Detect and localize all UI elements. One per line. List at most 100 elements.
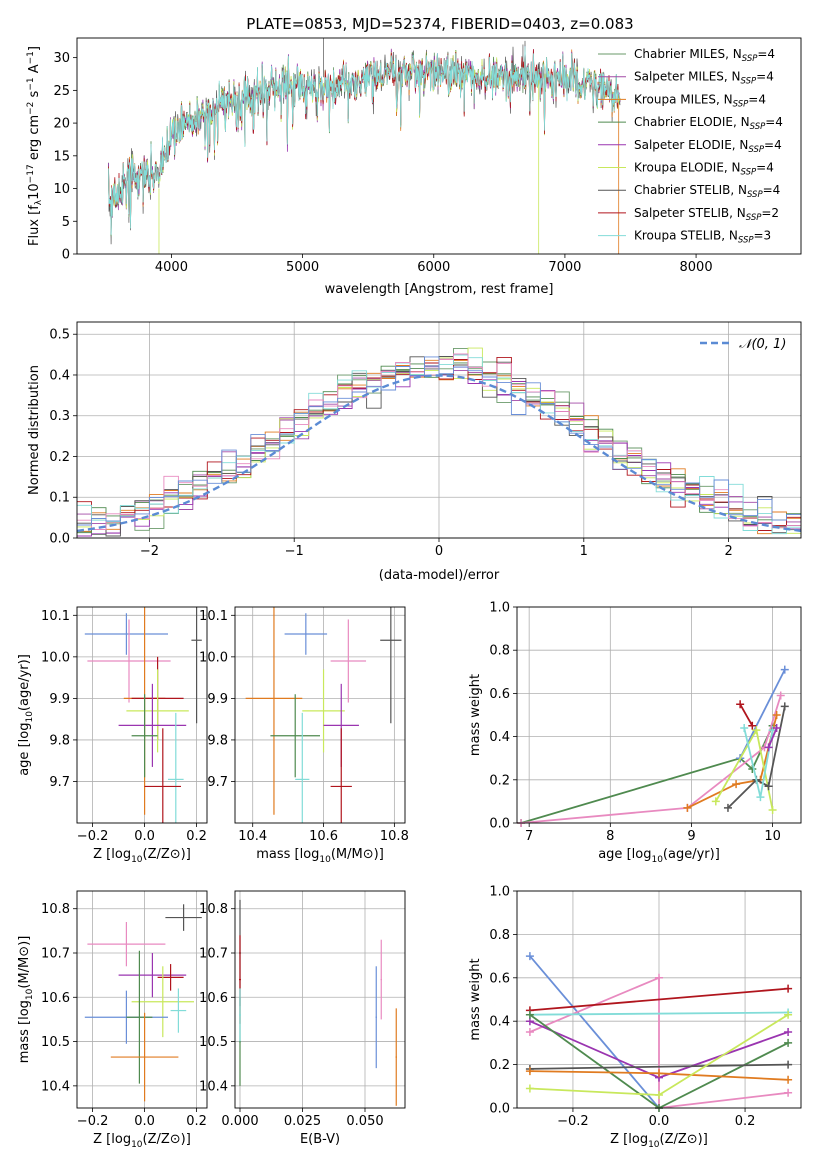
y-tick-label: 10.8 — [199, 902, 228, 917]
y-axis-label: Flux [fλ10−17 erg cm−2 s−1 A−1] — [26, 46, 44, 246]
x-tick-label: 10.4 — [238, 829, 267, 844]
axes-frame — [234, 890, 406, 1109]
x-tick-label: 8000 — [680, 260, 713, 275]
y-tick-label: 10.5 — [41, 1035, 70, 1050]
y-tick-label: 0.2 — [49, 450, 70, 465]
x-axis-label: Z [log10(Z/Z⊙)] — [610, 1132, 708, 1150]
y-tick-label: 0.8 — [489, 644, 510, 659]
x-tick-label: 0.025 — [284, 1114, 321, 1129]
weight-line-3 — [739, 669, 786, 759]
panel-mass-vs-EBV: 0.000 0.025 0.050 10.4 10.5 10.6 10.7 10.8 E(B-V… — [199, 890, 406, 1147]
weight-marker — [764, 782, 773, 791]
x-tick-label: 8 — [606, 829, 614, 844]
y-tick-label: 25 — [53, 84, 70, 99]
y-tick-label: 10.0 — [41, 650, 70, 665]
y-tick-label: 9.9 — [49, 692, 70, 707]
weight-line-1 — [520, 725, 774, 823]
y-tick-label: 0.0 — [49, 532, 70, 547]
axes-frame — [76, 37, 802, 255]
y-tick-label: 0.0 — [489, 1102, 510, 1117]
x-tick-label: −0.2 — [77, 829, 109, 844]
y-tick-label: 10.4 — [199, 1079, 228, 1094]
x-tick-label: −2 — [140, 544, 159, 559]
weight-marker — [784, 1028, 793, 1037]
legend-entry: Salpeter STELIB, NSSP=2 — [634, 206, 779, 223]
x-tick-label: 7 — [525, 829, 533, 844]
x-axis-label: Z [log10(Z/Z⊙)] — [93, 847, 191, 865]
y-tick-label: 1.0 — [489, 885, 510, 900]
weight-marker — [525, 1084, 534, 1093]
weight-marker — [711, 797, 720, 806]
weight-marker — [655, 973, 663, 982]
x-tick-label: 6000 — [417, 260, 450, 275]
weight-marker — [732, 780, 741, 789]
axes-frame — [76, 890, 208, 1109]
weight-line-7 — [727, 706, 786, 809]
y-axis-label: Normed distribution — [27, 365, 42, 495]
x-axis-label: E(B-V) — [300, 1132, 340, 1147]
legend-entry: Chabrier MILES, NSSP=4 — [634, 47, 775, 64]
x-axis-label: (data-model)/error — [379, 568, 500, 583]
y-axis-label: mass [log10(M/M⊙)] — [17, 936, 35, 1064]
panel-massweight-vs-Z: −0.2 0.0 0.2 0.0 0.2 0.4 0.6 0.8 1.0 Z [log10(Z/Z… — [468, 885, 802, 1150]
panel-spectrum: 4000 5000 6000 7000 8000 0 5 10 15 20 25 30 Chabrier… — [26, 37, 802, 297]
x-tick-label: 10.8 — [380, 829, 409, 844]
weight-marker — [736, 700, 745, 709]
y-tick-label: 9.8 — [49, 733, 70, 748]
weight-line-4 — [739, 703, 754, 727]
weight-marker — [740, 723, 749, 732]
weight-marker — [752, 726, 761, 735]
x-tick-label: 10 — [764, 829, 781, 844]
panel-age-vs-mass: 10.4 10.6 10.8 9.7 9.8 9.9 10.0 10.1 mass [log10… — [199, 606, 409, 865]
x-axis-label: age [log10(age/yr)] — [598, 847, 720, 865]
y-tick-label: 9.8 — [207, 733, 228, 748]
x-axis-label: Z [log10(Z/Z⊙)] — [93, 1132, 191, 1150]
weight-marker — [748, 721, 757, 730]
y-tick-label: 10.0 — [199, 650, 228, 665]
weight-marker — [764, 743, 773, 752]
y-tick-label: 0.5 — [49, 328, 70, 343]
legend-entry: Salpeter ELODIE, NSSP=4 — [634, 138, 782, 155]
y-tick-label: 0.2 — [489, 773, 510, 788]
y-tick-label: 5 — [62, 215, 70, 230]
y-tick-label: 9.7 — [49, 775, 70, 790]
y-tick-label: 30 — [53, 51, 70, 66]
y-axis-label: age [log10(age/yr)] — [17, 654, 35, 776]
weight-marker — [784, 1075, 793, 1084]
weight-marker — [525, 1028, 534, 1037]
axes-frame — [516, 890, 802, 1109]
axes-frame — [516, 606, 802, 824]
weight-line-2 — [521, 695, 782, 823]
weight-marker — [756, 793, 765, 802]
axes-frame — [234, 606, 406, 824]
weight-marker — [784, 1010, 793, 1019]
weight-marker — [776, 691, 785, 700]
legend-entry: Chabrier ELODIE, NSSP=4 — [634, 115, 783, 132]
x-tick-label: −0.2 — [557, 1114, 589, 1129]
x-tick-label: 0.0 — [134, 829, 155, 844]
y-tick-label: 0.8 — [489, 928, 510, 943]
y-tick-label: 10.6 — [41, 991, 70, 1006]
legend-entry: Salpeter MILES, NSSP=4 — [634, 70, 774, 87]
weight-line-7 — [529, 1063, 789, 1070]
x-tick-label: 0.2 — [186, 829, 207, 844]
y-tick-label: 10.8 — [41, 902, 70, 917]
weight-marker — [784, 1088, 793, 1097]
weight-line-3 — [529, 987, 789, 1012]
x-tick-label: 1 — [580, 544, 588, 559]
y-tick-label: 0.6 — [489, 687, 510, 702]
panel-residuals: −2 −1 0 1 2 0.0 0.1 0.2 0.3 0.4 0.5 𝒩(0, 1) (data-mo… — [27, 321, 802, 583]
x-tick-label: −0.2 — [77, 1114, 109, 1129]
x-tick-label: 9 — [687, 829, 695, 844]
x-tick-label: 0.0 — [134, 1114, 155, 1129]
weight-marker — [655, 1069, 663, 1078]
y-tick-label: 0.6 — [489, 971, 510, 986]
axes-frame — [76, 606, 208, 824]
x-tick-label: −1 — [285, 544, 304, 559]
weight-marker — [780, 665, 789, 674]
y-tick-label: 0.2 — [489, 1058, 510, 1073]
y-tick-label: 1.0 — [489, 601, 510, 616]
y-tick-label: 15 — [53, 149, 70, 164]
y-tick-label: 0.0 — [489, 817, 510, 832]
